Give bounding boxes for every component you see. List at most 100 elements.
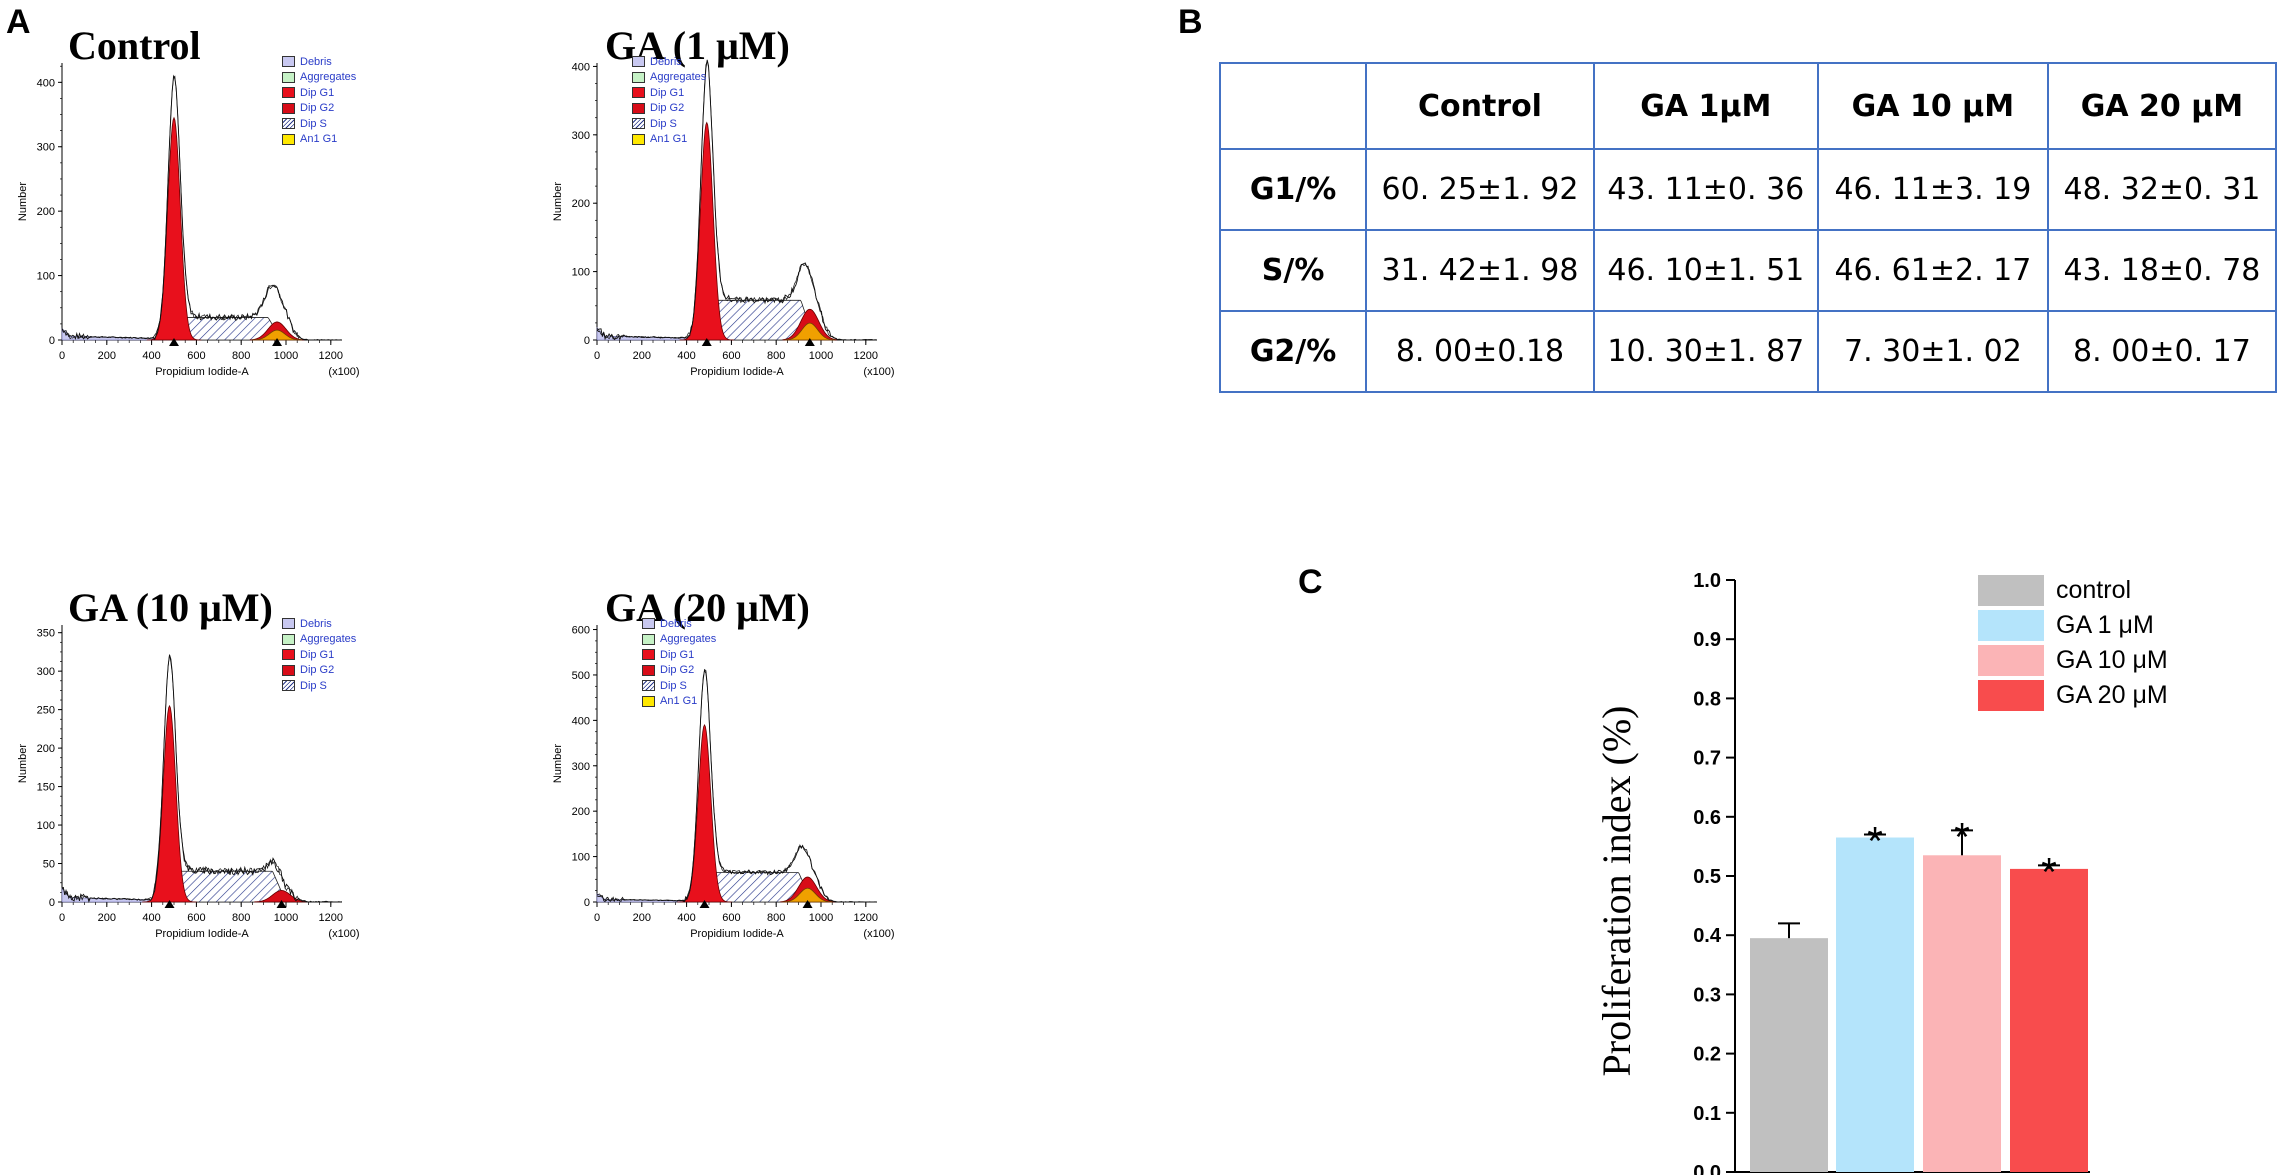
histogram-control: 0 100 200 300 400 0 200 400 600 800 1000 1200 Number…	[10, 23, 550, 538]
table-cell: 46. 10±1. 51	[1592, 229, 1819, 312]
dip-s-area	[703, 299, 815, 341]
x-unit-label: (x100)	[328, 366, 359, 378]
histogram-title: GA (10 μM)	[68, 585, 273, 630]
legend-label: Dip S	[660, 679, 687, 692]
y-tick-label: 0	[584, 897, 590, 909]
x-tick-label: 400	[677, 350, 695, 362]
bar-chart-legend: control GA 1 μM GA 10 μM GA 20 μM	[1978, 573, 2168, 713]
histogram-svg: 0 100 200 300 400 0 200 400 600 800 1000 1200 Number…	[552, 59, 895, 378]
legend-swatch	[642, 695, 655, 707]
legend-swatch	[642, 618, 655, 630]
legend-label: Dip G2	[300, 102, 335, 115]
fit-line	[61, 75, 342, 341]
table-header-cell: GA 20 μM	[2046, 62, 2278, 150]
y-tick-label: 0.3	[1693, 984, 1721, 1006]
y-tick-label: 200	[37, 206, 55, 218]
histogram-ga-10um: 0 50 100 150 200 250 300 350 0 200 400 600 800 1000 12…	[10, 585, 550, 1100]
histogram-legend: Debris Aggregates Dip G1 Dip G2 Dip S An1 G1	[642, 616, 716, 709]
histogram-title: GA (20 μM)	[605, 585, 810, 630]
x-unit-label: (x100)	[328, 928, 359, 940]
legend-label: Aggregates	[300, 71, 357, 84]
x-tick-label: 800	[232, 350, 250, 362]
x-tick-label: 600	[722, 350, 740, 362]
legend-item: Dip G1	[632, 85, 706, 101]
x-tick-label: 1200	[854, 912, 878, 924]
legend-item: Debris	[282, 616, 356, 632]
legend-swatch	[632, 118, 645, 130]
y-axis-label: Number	[17, 182, 29, 221]
legend-swatch	[282, 118, 295, 130]
histogram-ga-20um: 0 100 200 300 400 500 600 0 200 400 600 800 1000 1200…	[545, 585, 1085, 1100]
x-unit-label: (x100)	[863, 366, 894, 378]
legend-label: Debris	[300, 617, 332, 630]
y-tick-label: 300	[572, 130, 590, 142]
y-tick-label: 50	[43, 859, 55, 871]
legend-swatch	[282, 87, 295, 99]
bar	[1836, 837, 1914, 1172]
y-tick-label: 0.8	[1693, 688, 1721, 710]
legend-label: Dip G2	[300, 664, 335, 677]
x-tick-label: 800	[232, 912, 250, 924]
legend-swatch	[282, 618, 295, 630]
table-cell: 43. 11±0. 36	[1592, 148, 1819, 231]
legend-label: Debris	[300, 55, 332, 68]
y-tick-label: 0	[49, 335, 55, 347]
table-header-row: Control GA 1μM GA 10 μM GA 20 μM	[1218, 62, 2278, 150]
table-header-cell	[1218, 62, 1368, 150]
y-tick-label: 300	[572, 761, 590, 773]
x-tick-label: 0	[59, 912, 65, 924]
histogram-legend: Debris Aggregates Dip G1 Dip G2 Dip S An1 G1	[632, 54, 706, 147]
histogram-ga-1um: 0 100 200 300 400 0 200 400 600 800 1000 1200 Number…	[545, 23, 1085, 538]
histogram-legend: Debris Aggregates Dip G1 Dip G2 Dip S	[282, 616, 356, 694]
table-cell: 10. 30±1. 87	[1592, 310, 1819, 393]
cell-cycle-table: Control GA 1μM GA 10 μM GA 20 μM G1/% 60…	[1218, 62, 2278, 393]
x-tick-label: 200	[98, 912, 116, 924]
legend-swatch	[642, 664, 655, 676]
panel-label-a: A	[6, 3, 31, 41]
legend-item: Aggregates	[282, 70, 356, 86]
y-tick-label: 150	[37, 782, 55, 794]
legend-item: Aggregates	[632, 70, 706, 86]
legend-swatch	[632, 133, 645, 145]
legend-swatch	[282, 633, 295, 645]
legend-swatch	[632, 56, 645, 68]
legend-swatch	[632, 71, 645, 83]
an1-g1-area	[784, 322, 835, 341]
y-tick-label: 0.5	[1693, 866, 1721, 888]
peak-marker	[272, 338, 283, 346]
legend-swatch	[282, 133, 295, 145]
legend-swatch	[642, 649, 655, 661]
legend-swatch	[282, 102, 295, 114]
legend-item: An1 G1	[282, 132, 356, 148]
table-cell: 31. 42±1. 98	[1365, 229, 1595, 312]
legend-swatch	[1978, 610, 2044, 641]
raw-data-line	[596, 668, 877, 903]
table-row: G1/% 60. 25±1. 92 43. 11±0. 36 46. 11±3.…	[1218, 148, 2278, 231]
legend-label: Aggregates	[650, 71, 707, 84]
peak-marker	[802, 900, 813, 908]
legend-item: Dip G2	[282, 101, 356, 117]
histogram-svg: 0 100 200 300 400 500 600 0 200 400 600 800 1000 1200…	[552, 625, 895, 940]
legend-item: Dip G2	[642, 663, 716, 679]
y-axis-label: Number	[17, 744, 29, 783]
y-tick-label: 250	[37, 705, 55, 717]
x-tick-label: 200	[98, 350, 116, 362]
x-tick-label: 0	[594, 912, 600, 924]
x-tick-label: 1000	[809, 912, 833, 924]
y-tick-label: 0.9	[1693, 629, 1721, 651]
dip-g1-area	[146, 116, 202, 341]
y-tick-label: 0.4	[1693, 925, 1722, 947]
legend-item: Dip S	[642, 678, 716, 694]
legend-label: Dip S	[650, 117, 677, 130]
x-tick-label: 800	[767, 912, 785, 924]
legend-item: Dip S	[282, 116, 356, 132]
legend-swatch	[282, 649, 295, 661]
y-tick-label: 600	[572, 625, 590, 637]
histogram-svg: 0 100 200 300 400 0 200 400 600 800 1000 1200 Number…	[17, 63, 360, 378]
y-tick-label: 200	[572, 198, 590, 210]
y-tick-label: 100	[37, 271, 55, 283]
histogram-legend: Debris Aggregates Dip G1 Dip G2 Dip S An1 G1	[282, 54, 356, 147]
legend-swatch	[1978, 680, 2044, 711]
peak-marker	[276, 900, 287, 908]
table-cell: 46. 11±3. 19	[1816, 148, 2049, 231]
